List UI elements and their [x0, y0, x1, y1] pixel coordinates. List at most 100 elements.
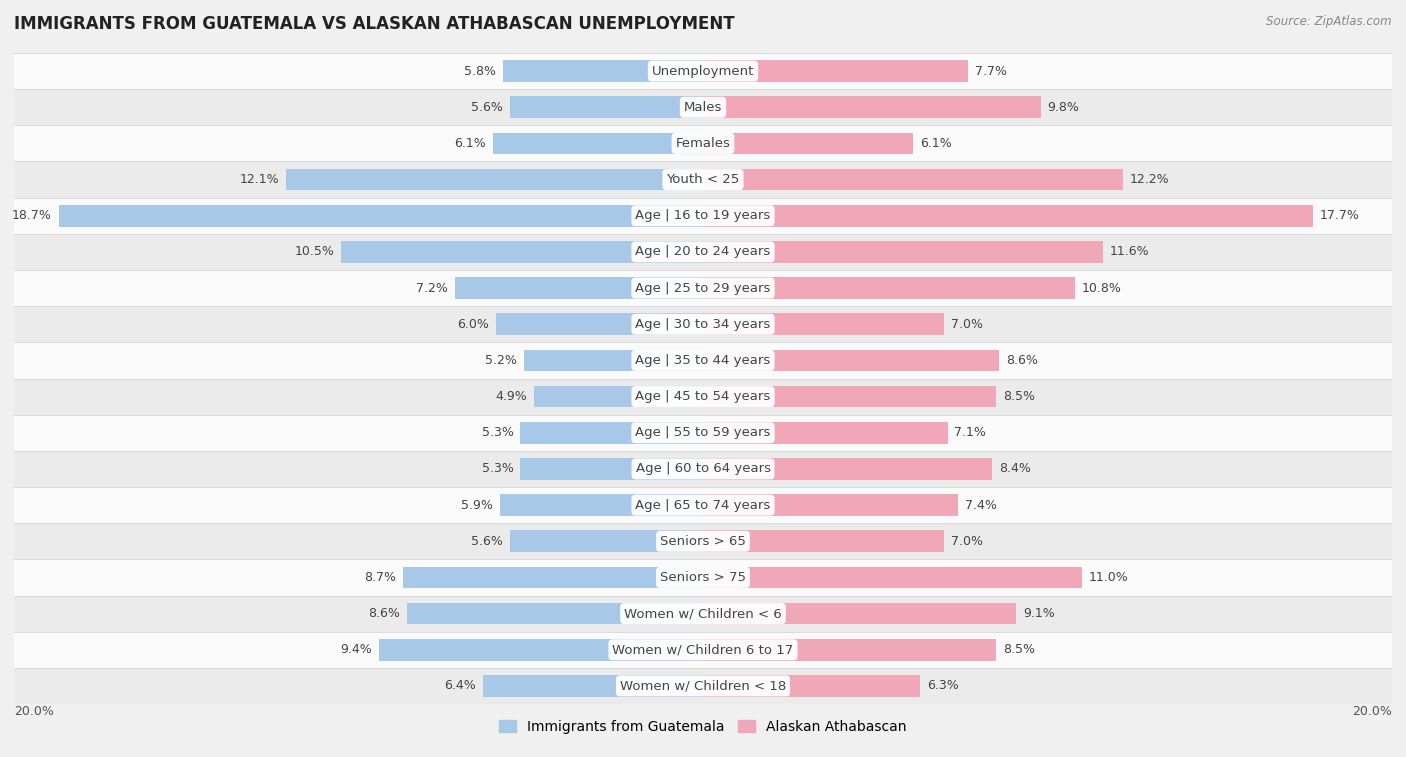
Bar [14, 89, 1392, 126]
Bar [703, 422, 948, 444]
Text: Unemployment: Unemployment [652, 64, 754, 77]
Bar [703, 169, 1123, 191]
Text: Youth < 25: Youth < 25 [666, 173, 740, 186]
Bar [534, 386, 703, 407]
Bar [14, 270, 1392, 306]
Text: Males: Males [683, 101, 723, 114]
Bar [703, 566, 1083, 588]
Text: 5.6%: 5.6% [471, 101, 503, 114]
Bar [14, 53, 1392, 89]
Text: 7.0%: 7.0% [950, 534, 983, 548]
Bar [703, 313, 945, 335]
Bar [703, 531, 945, 552]
Text: 12.2%: 12.2% [1130, 173, 1170, 186]
Bar [14, 487, 1392, 523]
Bar [510, 96, 703, 118]
Text: 9.4%: 9.4% [340, 643, 373, 656]
Bar [703, 603, 1017, 625]
Text: IMMIGRANTS FROM GUATEMALA VS ALASKAN ATHABASCAN UNEMPLOYMENT: IMMIGRANTS FROM GUATEMALA VS ALASKAN ATH… [14, 15, 735, 33]
Text: 20.0%: 20.0% [14, 705, 53, 718]
Text: Women w/ Children < 18: Women w/ Children < 18 [620, 680, 786, 693]
Bar [703, 458, 993, 480]
Bar [14, 631, 1392, 668]
Text: Age | 30 to 34 years: Age | 30 to 34 years [636, 318, 770, 331]
Bar [14, 342, 1392, 378]
Text: Age | 60 to 64 years: Age | 60 to 64 years [636, 463, 770, 475]
Bar [503, 61, 703, 82]
Bar [14, 198, 1392, 234]
Text: 9.1%: 9.1% [1024, 607, 1054, 620]
Text: Age | 65 to 74 years: Age | 65 to 74 years [636, 499, 770, 512]
Bar [703, 277, 1076, 299]
Text: 7.0%: 7.0% [950, 318, 983, 331]
Bar [494, 132, 703, 154]
Text: Seniors > 75: Seniors > 75 [659, 571, 747, 584]
Text: 10.8%: 10.8% [1083, 282, 1122, 294]
Bar [703, 205, 1313, 226]
Text: 7.1%: 7.1% [955, 426, 987, 439]
Bar [496, 313, 703, 335]
Text: 18.7%: 18.7% [13, 209, 52, 223]
Text: 20.0%: 20.0% [1353, 705, 1392, 718]
Text: Age | 35 to 44 years: Age | 35 to 44 years [636, 354, 770, 367]
Bar [499, 494, 703, 516]
Legend: Immigrants from Guatemala, Alaskan Athabascan: Immigrants from Guatemala, Alaskan Athab… [494, 715, 912, 740]
Text: 7.7%: 7.7% [976, 64, 1007, 77]
Text: 5.6%: 5.6% [471, 534, 503, 548]
Bar [703, 241, 1102, 263]
Text: 12.1%: 12.1% [239, 173, 280, 186]
Bar [14, 161, 1392, 198]
Bar [59, 205, 703, 226]
Text: 8.5%: 8.5% [1002, 390, 1035, 403]
Text: 8.5%: 8.5% [1002, 643, 1035, 656]
Bar [703, 494, 957, 516]
Bar [287, 169, 703, 191]
Text: 5.9%: 5.9% [461, 499, 494, 512]
Text: 5.8%: 5.8% [464, 64, 496, 77]
Text: 6.1%: 6.1% [920, 137, 952, 150]
Bar [14, 668, 1392, 704]
Text: Age | 45 to 54 years: Age | 45 to 54 years [636, 390, 770, 403]
Bar [482, 675, 703, 696]
Text: 8.4%: 8.4% [1000, 463, 1031, 475]
Bar [14, 378, 1392, 415]
Text: Seniors > 65: Seniors > 65 [659, 534, 747, 548]
Bar [14, 451, 1392, 487]
Text: 7.4%: 7.4% [965, 499, 997, 512]
Text: 8.6%: 8.6% [368, 607, 399, 620]
Bar [703, 132, 912, 154]
Bar [703, 639, 995, 661]
Text: 6.0%: 6.0% [457, 318, 489, 331]
Bar [520, 422, 703, 444]
Text: Age | 25 to 29 years: Age | 25 to 29 years [636, 282, 770, 294]
Text: Age | 20 to 24 years: Age | 20 to 24 years [636, 245, 770, 258]
Bar [703, 675, 920, 696]
Bar [14, 415, 1392, 451]
Text: 5.2%: 5.2% [485, 354, 517, 367]
Bar [510, 531, 703, 552]
Bar [524, 350, 703, 371]
Text: 11.0%: 11.0% [1088, 571, 1129, 584]
Bar [703, 350, 1000, 371]
Text: Source: ZipAtlas.com: Source: ZipAtlas.com [1267, 15, 1392, 28]
Bar [14, 126, 1392, 161]
Text: 8.7%: 8.7% [364, 571, 396, 584]
Text: Age | 55 to 59 years: Age | 55 to 59 years [636, 426, 770, 439]
Bar [380, 639, 703, 661]
Bar [456, 277, 703, 299]
Text: 9.8%: 9.8% [1047, 101, 1080, 114]
Text: 8.6%: 8.6% [1007, 354, 1038, 367]
Bar [14, 559, 1392, 596]
Bar [14, 234, 1392, 270]
Bar [406, 603, 703, 625]
Text: Females: Females [675, 137, 731, 150]
Text: 6.3%: 6.3% [927, 680, 959, 693]
Text: 11.6%: 11.6% [1109, 245, 1149, 258]
Bar [14, 596, 1392, 631]
Text: 5.3%: 5.3% [482, 426, 513, 439]
Text: Women w/ Children 6 to 17: Women w/ Children 6 to 17 [613, 643, 793, 656]
Text: 6.4%: 6.4% [444, 680, 475, 693]
Text: 4.9%: 4.9% [495, 390, 527, 403]
Text: 7.2%: 7.2% [416, 282, 449, 294]
Text: 5.3%: 5.3% [482, 463, 513, 475]
